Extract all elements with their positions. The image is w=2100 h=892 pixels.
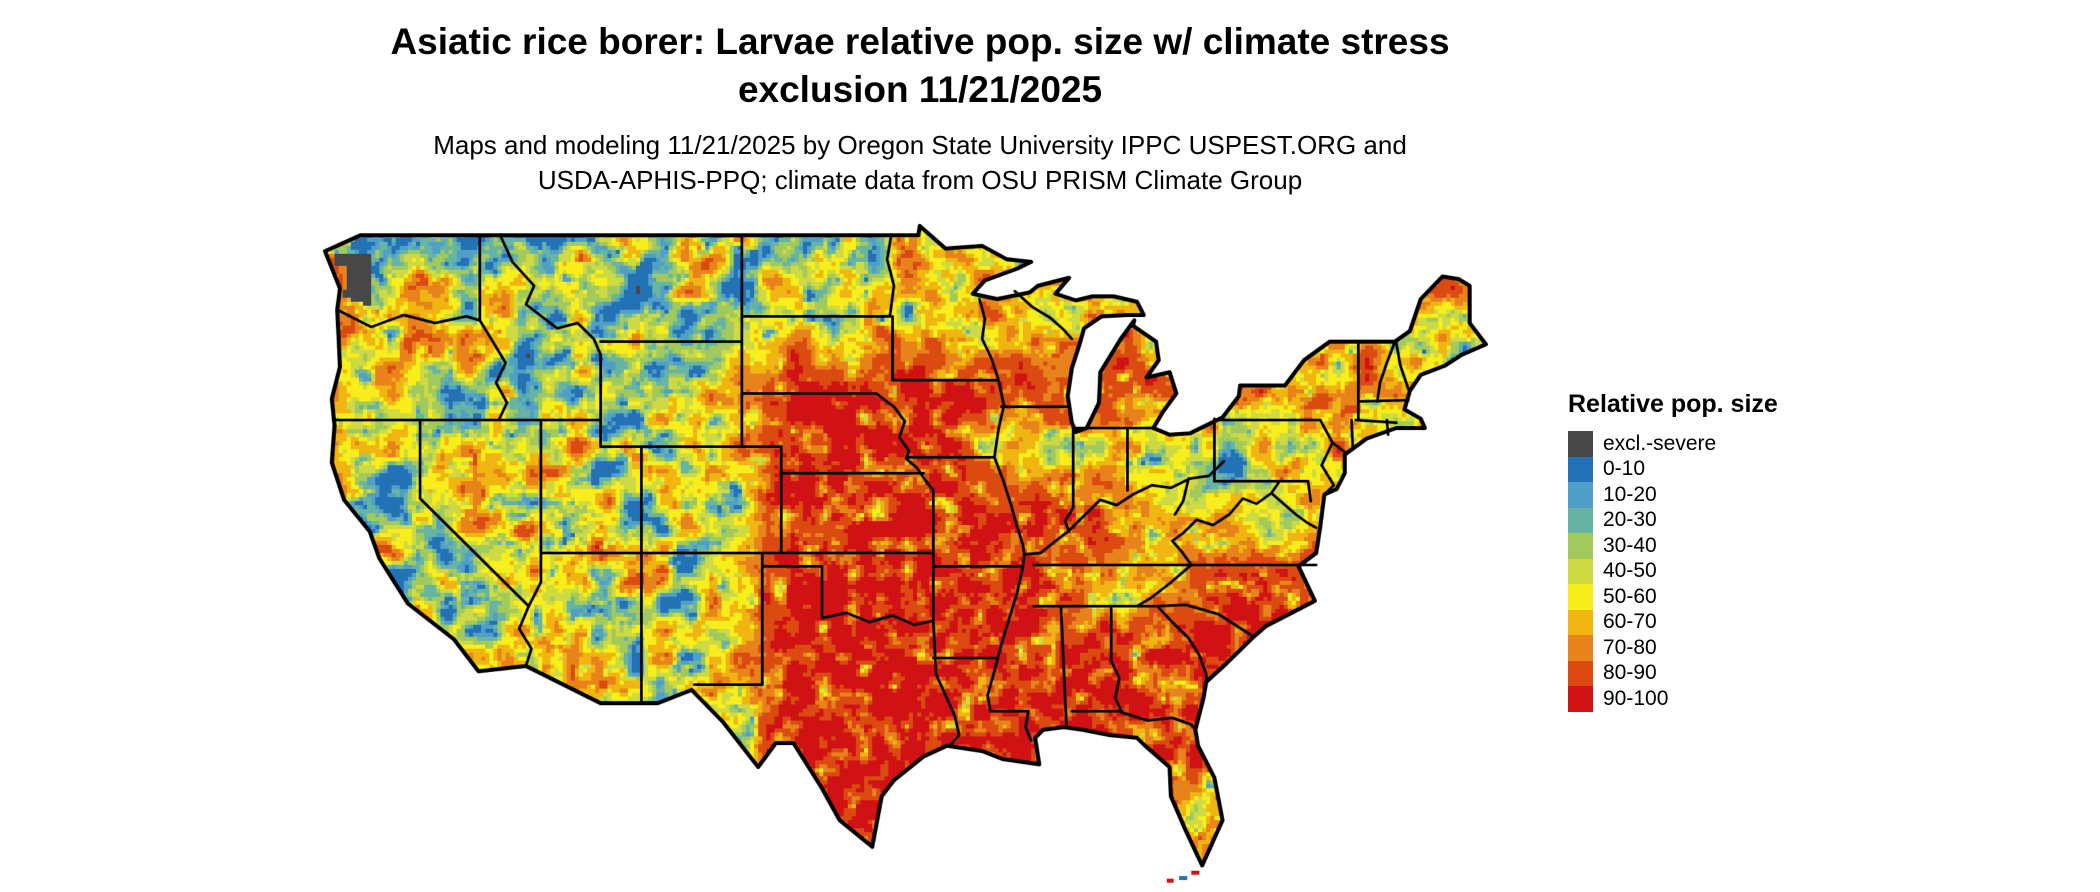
legend-swatch	[1568, 431, 1593, 457]
legend-item: 0-10	[1568, 456, 1878, 482]
header: Asiatic rice borer: Larvae relative pop.…	[300, 18, 1540, 198]
legend-item: 40-50	[1568, 558, 1878, 584]
legend-item-label: 30-40	[1603, 533, 1657, 557]
us-map-canvas	[306, 206, 1528, 884]
legend-swatch	[1568, 482, 1593, 508]
legend-item: 70-80	[1568, 635, 1878, 661]
legend-swatch	[1568, 456, 1593, 482]
legend-swatch	[1568, 558, 1593, 584]
map-title: Asiatic rice borer: Larvae relative pop.…	[300, 18, 1540, 114]
legend-item: 20-30	[1568, 507, 1878, 533]
legend-item-label: 10-20	[1603, 482, 1657, 506]
map-title-line1: Asiatic rice borer: Larvae relative pop.…	[390, 21, 1450, 62]
legend-item: excl.-severe	[1568, 431, 1878, 457]
legend-swatch	[1568, 635, 1593, 661]
map-subtitle-line2: USDA-APHIS-PPQ; climate data from OSU PR…	[537, 165, 1303, 196]
legend-title: Relative pop. size	[1568, 390, 1778, 418]
legend-swatch	[1568, 660, 1593, 686]
map-title-line2: exclusion 11/21/2025	[737, 69, 1103, 111]
map-subtitle: Maps and modeling 11/21/2025 by Oregon S…	[300, 128, 1540, 198]
legend-item-label: 70-80	[1603, 635, 1657, 659]
legend-item-label: 0-10	[1603, 457, 1646, 481]
legend: Relative pop. size excl.-severe 0-10 10-20…	[1568, 390, 1878, 712]
us-map	[306, 206, 1528, 884]
legend-item-label: 50-60	[1603, 584, 1657, 608]
legend-item-label: 90-100	[1603, 686, 1669, 710]
legend-item-label: 20-30	[1603, 508, 1657, 532]
legend-item: 90-100	[1568, 686, 1878, 712]
legend-swatch	[1568, 533, 1593, 559]
legend-swatch	[1568, 609, 1593, 635]
legend-item-label: 40-50	[1603, 559, 1657, 583]
legend-item: 50-60	[1568, 584, 1878, 610]
map-subtitle-line1: Maps and modeling 11/21/2025 by Oregon S…	[433, 130, 1407, 161]
legend-item: 80-90	[1568, 660, 1878, 686]
legend-rows: excl.-severe 0-10 10-20 20-30 30-40 40-50 50-6…	[1568, 431, 1878, 712]
legend-item-label: 80-90	[1603, 661, 1657, 685]
legend-item: 10-20	[1568, 482, 1878, 508]
legend-swatch	[1568, 507, 1593, 533]
legend-item: 30-40	[1568, 533, 1878, 559]
legend-swatch	[1568, 686, 1593, 712]
legend-item: 60-70	[1568, 609, 1878, 635]
legend-item-label: excl.-severe	[1603, 431, 1717, 455]
legend-swatch	[1568, 584, 1593, 610]
legend-item-label: 60-70	[1603, 610, 1657, 634]
